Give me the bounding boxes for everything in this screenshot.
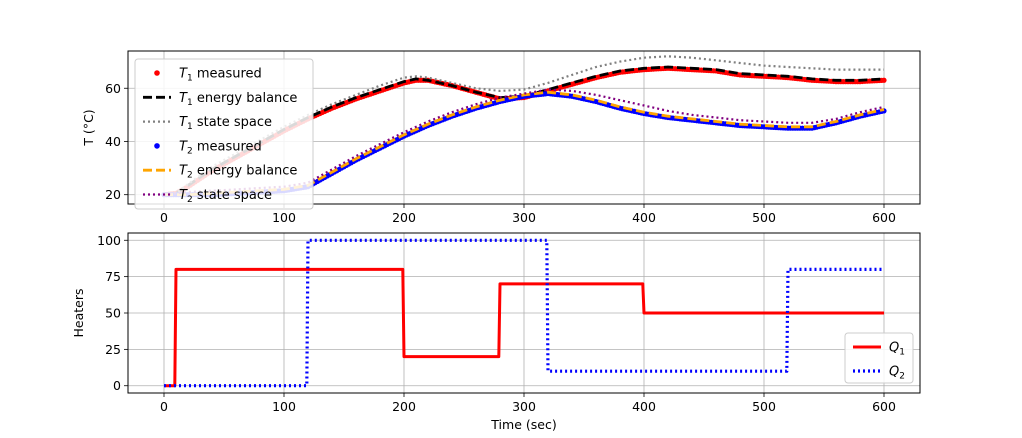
y-tick-label: 40 [105, 134, 121, 149]
series-group [164, 238, 884, 388]
temperature-plot: 0 100 200 300 400 500 600 20 40 60 T (°C) T1 measur… [81, 50, 921, 225]
legend-label: T2 measured [179, 139, 262, 156]
heaters-plot: 0 100 200 300 400 500 600 0 25 50 75 100 Heaters Time… [71, 232, 921, 432]
x-tick-label: 300 [512, 399, 536, 414]
legend-marker [154, 70, 160, 76]
y-tick-label: 75 [105, 269, 121, 284]
legend: T1 measured T1 energy balance T1 state spa… [134, 58, 314, 210]
legend-marker [154, 143, 160, 149]
x-tick-label: 200 [392, 399, 416, 414]
x-tick-label: 600 [872, 399, 896, 414]
y-tick-label: 60 [105, 81, 121, 96]
series-line [164, 238, 884, 388]
y-axis-label: T (°C) [81, 109, 96, 146]
y-tick-label: 25 [105, 342, 121, 357]
y-tick-label: 0 [113, 378, 121, 393]
legend-label: T1 measured [179, 67, 262, 84]
y-tick-label: 50 [105, 306, 121, 321]
y-axis-label: Heaters [71, 289, 86, 338]
legend-label: T1 state space [179, 115, 272, 132]
x-tick-label: 500 [752, 399, 776, 414]
y-tick-label: 100 [97, 233, 121, 248]
legend-label: T2 state space [179, 188, 272, 205]
x-tick-label: 0 [160, 210, 168, 225]
data-point [881, 77, 887, 83]
legend-label: Q2 [889, 365, 905, 382]
series-line [164, 267, 884, 388]
legend-label: T2 energy balance [179, 164, 297, 181]
legend-label: Q1 [889, 341, 905, 358]
x-tick-label: 400 [632, 210, 656, 225]
x-tick-label: 600 [872, 210, 896, 225]
y-tick-label: 20 [105, 187, 121, 202]
x-axis-label: Time (sec) [490, 417, 556, 432]
x-tick-label: 100 [272, 210, 296, 225]
legend-box [134, 58, 314, 210]
x-tick-label: 400 [632, 399, 656, 414]
x-tick-label: 100 [272, 399, 296, 414]
x-tick-label: 300 [512, 210, 536, 225]
x-tick-label: 0 [160, 399, 168, 414]
x-tick-label: 500 [752, 210, 776, 225]
x-tick-label: 200 [392, 210, 416, 225]
legend-label: T1 energy balance [179, 91, 297, 108]
